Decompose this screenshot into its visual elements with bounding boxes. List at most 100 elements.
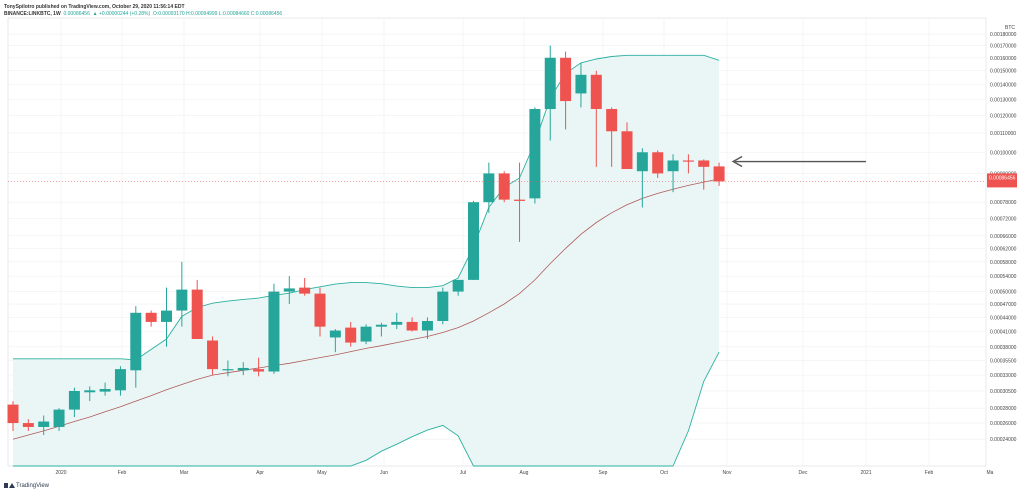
price-tick-label: 0.00130000 (990, 98, 1017, 104)
basis-line (12, 178, 720, 440)
price-tick-label: 0.00047000 (990, 302, 1017, 308)
brand-name: TradingView (16, 482, 50, 489)
candle-body (544, 57, 556, 110)
tradingview-icon (4, 482, 15, 489)
candle-body (84, 390, 96, 393)
candle-body (514, 199, 526, 201)
time-tick-label: Ma (987, 470, 994, 476)
price-tick-label: 0.00050000 (990, 290, 1017, 296)
candle-body (130, 312, 142, 371)
candle-body (682, 160, 694, 162)
time-tick-label: 2021 (860, 470, 871, 476)
price-tick-label: 0.00035500 (990, 358, 1017, 364)
last-price-label: 0.00086456 (989, 175, 1016, 181)
price-tick-label: 0.00170000 (990, 44, 1017, 50)
candle-body (468, 202, 479, 280)
candle-body (636, 152, 648, 172)
candle-body (698, 160, 710, 167)
price-change: ▲ +0.00000244 (+0.28%) (92, 11, 151, 17)
ohlc-values: O:0.00093170 H:0.00094999 L:0.00084660 C… (152, 11, 283, 17)
time-tick-label: Aug (520, 470, 529, 476)
time-tick-label: Sep (599, 470, 608, 476)
arrow-head (731, 155, 743, 168)
candle-body (114, 369, 126, 391)
time-tick-label: Jul (460, 470, 466, 476)
publish-info: TonySpilotro published on TradingView.co… (4, 4, 185, 11)
price-tick-label: 0.00033000 (990, 373, 1017, 379)
price-tick-label: 0.00140000 (990, 83, 1017, 89)
candle-body (191, 289, 203, 339)
candle-body (452, 279, 464, 292)
time-tick-label: Dec (799, 470, 808, 476)
candle-body (53, 409, 65, 427)
candle-body (38, 421, 50, 427)
candle-body (483, 173, 495, 203)
candle-body (713, 166, 725, 182)
candle-body (621, 131, 633, 170)
candle-body (283, 288, 295, 292)
tradingview-logo[interactable]: TradingView (4, 482, 49, 489)
candle-body (222, 369, 234, 371)
time-tick-label: Jun (380, 470, 388, 476)
price-tick-label: 0.00100000 (990, 150, 1017, 156)
candle-body (360, 326, 372, 342)
price-tick-label: 0.00120000 (990, 114, 1017, 120)
candle-body (253, 369, 265, 372)
candle-body (329, 330, 341, 338)
price-tick-label: 0.00030500 (990, 389, 1017, 395)
price-tick-label: 0.00062000 (990, 246, 1017, 252)
time-tick-label: May (317, 470, 327, 476)
price-tick-label: 0.00038000 (990, 345, 1017, 351)
candle-body (590, 74, 602, 110)
annotation (731, 155, 866, 168)
price-tick-label: 0.00044000 (990, 315, 1017, 321)
candle-body (529, 109, 541, 199)
time-tick-label: Mar (180, 470, 189, 476)
candle-body (99, 389, 111, 392)
price-tick-label: 0.00058000 (990, 260, 1017, 266)
candle-body (421, 320, 433, 331)
time-tick-label: Feb (118, 470, 127, 476)
symbol-name[interactable]: BINANCE:LINKBTC, 1W (4, 11, 61, 17)
price-tick-label: 0.00160000 (990, 56, 1017, 62)
price-tick-label: 0.00028000 (990, 406, 1017, 412)
candle-body (406, 321, 418, 331)
time-tick-label: Apr (256, 470, 264, 476)
candle-body (498, 173, 510, 200)
candle-body (237, 367, 249, 371)
candle-body (268, 291, 280, 372)
lower-band-line (13, 351, 720, 467)
price-tick-label: 0.00110000 (990, 131, 1016, 137)
price-tick-label: 0.00024000 (990, 437, 1017, 443)
price-tick-label: 0.00066000 (990, 234, 1017, 240)
candle-body (375, 324, 387, 327)
candle-body (575, 74, 587, 94)
time-tick-label: 2020 (55, 470, 66, 476)
price-tick-label: 0.00072000 (990, 216, 1017, 222)
price-tick-label: 0.00150000 (990, 69, 1017, 75)
candle-body (314, 293, 326, 327)
candle-body (391, 321, 403, 325)
price-tick-label: 0.00041000 (990, 329, 1017, 335)
currency-label: BTC (1005, 25, 1015, 31)
candle-body (437, 291, 449, 321)
candle-body (560, 57, 572, 102)
candle-body (68, 390, 80, 410)
price-axis: 0.00180000 0.00170000 0.00160000 0.00150000… (8, 25, 1017, 443)
candle-body (145, 312, 157, 322)
candle-body (606, 109, 618, 132)
price-tick-label: 0.00054000 (990, 274, 1017, 280)
last-price: 0.00086456 (63, 11, 90, 17)
price-tick-label: 0.00180000 (990, 32, 1017, 38)
last-price-box (987, 173, 1017, 188)
symbol-info: BINANCE:LINKBTC, 1W 0.00086456 ▲ +0.0000… (4, 11, 282, 18)
price-tick-label: 0.00078000 (990, 200, 1017, 206)
candle-body (22, 423, 34, 427)
time-tick-label: Oct (660, 470, 668, 476)
time-axis: 2020 Feb Mar Apr May Jun Jul Aug Sep Oct Nov Dec 202… (55, 470, 993, 476)
candle-body (161, 310, 172, 322)
price-tick-label: 0.00026000 (990, 421, 1017, 427)
candle-body (176, 289, 188, 311)
candles (7, 45, 725, 436)
